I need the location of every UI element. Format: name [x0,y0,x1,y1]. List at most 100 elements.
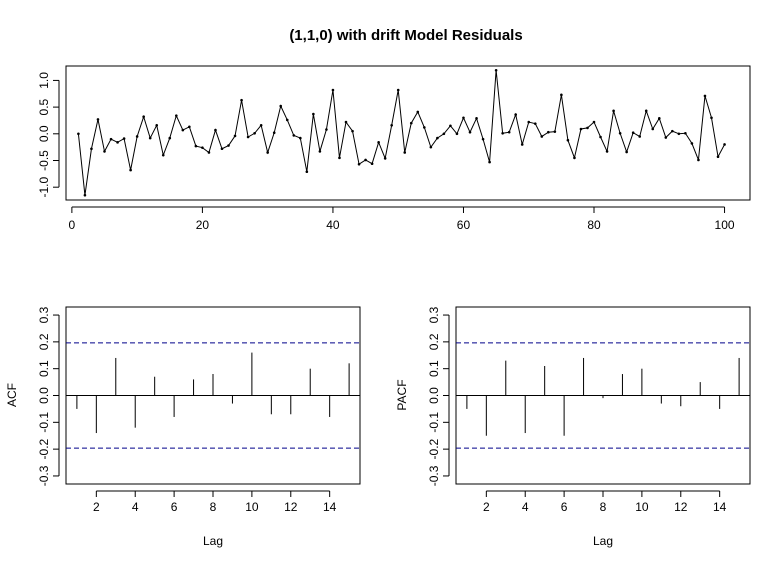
y-axis-label: ACF [5,383,19,407]
residual-point [188,125,191,129]
x-tick-label: 14 [713,500,727,514]
residual-point [331,88,335,92]
chart-title: (1,1,0) with drift Model Residuals [289,27,522,44]
residual-point [684,131,687,135]
y-tick-label: -0.3 [427,465,441,486]
residual-point [161,153,165,157]
residual-point [657,117,661,120]
residual-point [155,123,159,127]
residual-point [631,131,635,135]
residuals-time-series-panel: 0 20 40 60 80 100 -1.0 -0.5 0.0 0.5 1.0 [37,65,751,232]
y-tick-label: -0.5 [37,150,51,171]
x-tick-label: 12 [674,500,688,514]
residual-point [644,109,648,113]
residual-point [390,123,393,127]
y-tick-label: 0.0 [427,387,441,404]
residual-point [116,141,119,144]
residual-point [357,162,361,166]
residual-point [383,157,387,160]
residual-point [416,110,420,114]
residual-point [409,121,413,125]
x-tick-label: 8 [600,500,607,514]
y-tick-label: -0.2 [37,438,51,459]
residual-point [96,118,100,121]
residual-point [194,144,198,148]
residual-point [305,170,309,174]
residual-point [168,136,172,140]
residual-point [423,126,426,129]
residual-point [671,129,674,133]
residual-point [220,147,224,151]
plot-frame [65,65,751,201]
x-tick-label: 8 [210,500,217,514]
residual-point [520,143,524,146]
residual-point [449,124,452,128]
residual-point [533,122,537,125]
residual-point [201,146,204,149]
residual-point [403,151,407,154]
residual-point [214,128,217,132]
residual-point [540,135,544,138]
residual-point [703,94,707,98]
residual-point [514,113,517,116]
x-tick-label: 10 [245,500,259,514]
residual-point [272,131,276,135]
residual-point [207,151,211,154]
residual-point [586,126,589,130]
residual-point [77,132,80,136]
y-tick-label: 0.2 [427,333,441,350]
residual-point [109,137,113,141]
y-tick-label: 0.0 [37,387,51,404]
residual-point [142,115,145,119]
residual-point [651,127,655,131]
x-tick-label: 4 [522,500,529,514]
x-tick-label: 80 [587,218,601,232]
y-tick-label: 0.3 [427,306,441,323]
residual-point [677,132,681,136]
x-tick-label: 20 [196,218,210,232]
pacf-panel: Lag PACF 2 4 6 8 10 12 14 -0.3 -0.2 -0.1 0.0 0.1 0.2… [395,306,751,548]
x-tick-label: 40 [326,218,340,232]
residual-point [560,93,563,97]
residual-point [233,134,237,138]
y-tick-label: -0.1 [427,412,441,433]
residual-point [690,142,694,145]
residual-point [664,136,668,139]
x-tick-label: 4 [132,500,139,514]
y-tick-label: 0.5 [37,98,51,115]
acf-panel: Lag ACF 2 4 6 8 10 12 14 -0.3 -0.2 -0.1 0.0 0.1 0.2 0… [5,306,361,548]
x-tick-label: 2 [483,500,490,514]
residual-point [566,138,570,142]
x-tick-label: 6 [561,500,568,514]
x-tick-label: 100 [715,218,735,232]
residual-series-line [77,70,725,196]
residual-point [364,158,367,162]
y-tick-label: -1.0 [37,177,51,198]
residual-point [507,130,511,134]
residual-point [312,112,315,116]
residual-point [299,136,302,140]
residual-point [579,127,583,131]
residual-point [129,168,132,172]
y-tick-label: 0.0 [37,125,51,142]
residual-point [481,137,485,141]
residual-point [285,118,289,122]
residual-point [227,144,230,147]
residual-point [638,135,641,138]
residual-point [468,130,472,134]
residual-point [253,131,256,135]
residual-point [325,128,328,131]
residual-point [618,131,622,135]
residual-point [259,123,263,127]
residual-point [612,109,615,113]
residual-point [266,151,269,154]
residual-point [246,135,250,139]
x-tick-label: 0 [69,218,76,232]
x-tick-label: 14 [323,500,337,514]
y-axis-label: PACF [395,379,409,410]
residual-point [377,141,380,144]
residual-point [527,120,531,124]
residual-point [488,160,491,164]
y-tick-label: 0.1 [427,360,441,377]
y-tick-label: 1.0 [37,72,51,89]
